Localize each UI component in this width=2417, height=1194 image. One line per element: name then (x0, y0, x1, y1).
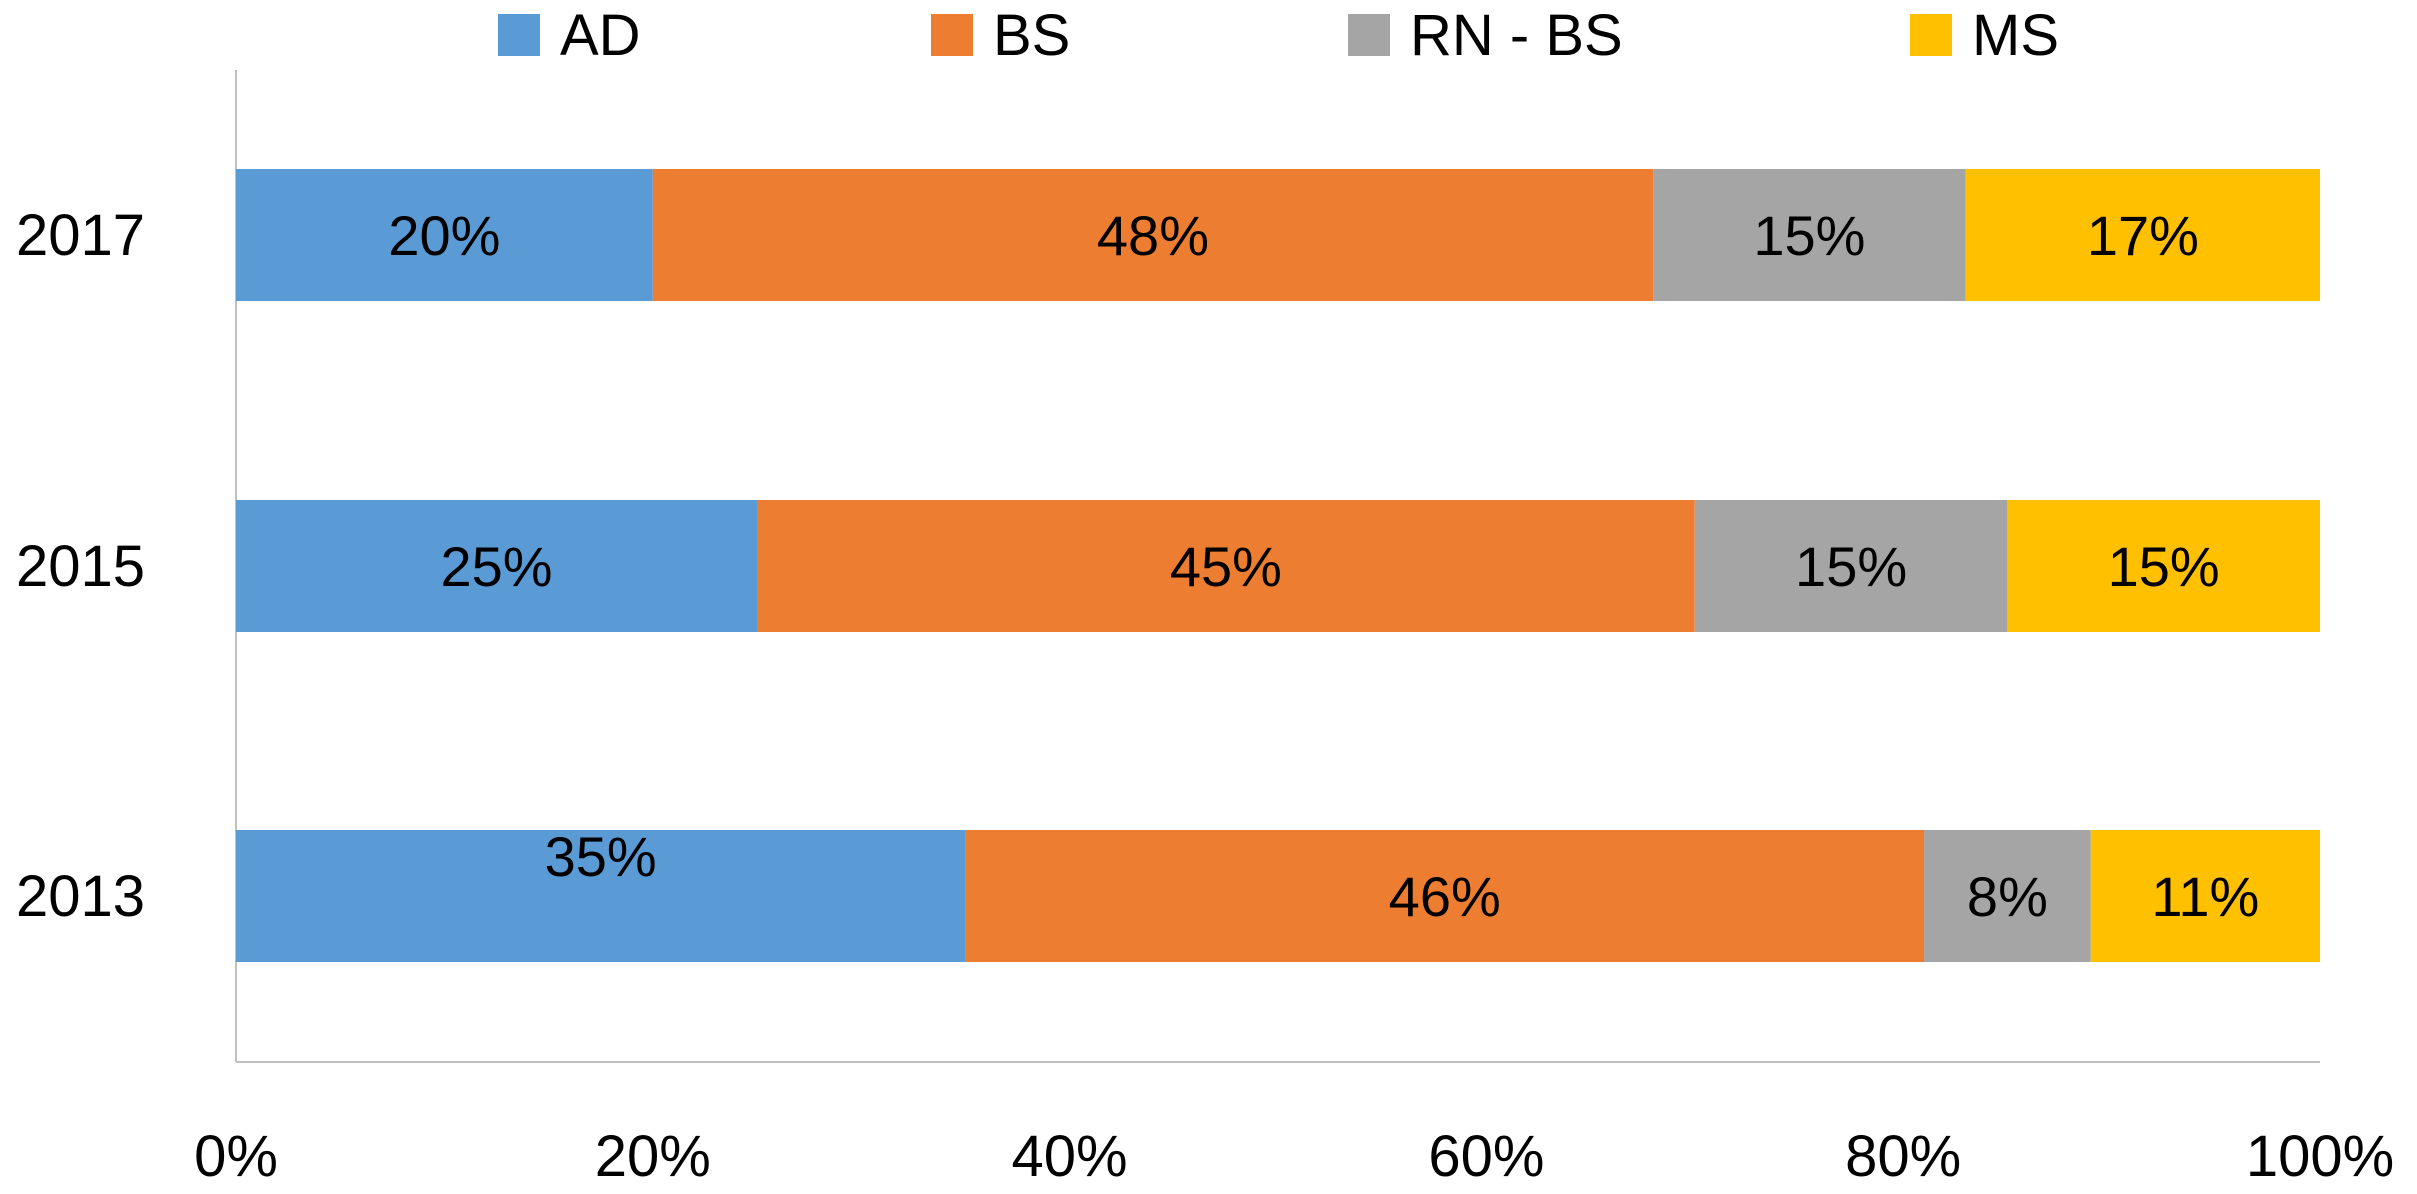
legend-label: MS (1972, 3, 2059, 68)
y-tick-label: 2017 (16, 203, 145, 268)
bar-segment (2090, 830, 2320, 962)
bar-segment (757, 500, 1695, 632)
legend-swatch (931, 14, 973, 56)
data-labels: 35% 46% 8% 11% 25% 45% 15% 15% 20% 48% 15% 17% (388, 204, 2259, 928)
legend-swatch (498, 14, 540, 56)
y-tick-label: 2015 (16, 534, 145, 599)
data-label: 25% (440, 535, 552, 598)
bar-segment (236, 169, 653, 301)
x-tick-label: 20% (595, 1124, 711, 1189)
bars (236, 169, 2320, 962)
bar-segment (965, 830, 1925, 962)
bar-segment (1924, 830, 2091, 962)
data-label: 45% (1170, 535, 1282, 598)
data-label: 15% (2108, 535, 2220, 598)
x-tick-label: 40% (1012, 1124, 1128, 1189)
x-tick-label: 80% (1845, 1124, 1961, 1189)
x-tick-label: 0% (194, 1124, 278, 1189)
data-label: 15% (1753, 204, 1865, 267)
x-tick-label: 100% (2246, 1124, 2394, 1189)
bar-segment (1694, 500, 2008, 632)
data-label: 11% (2151, 865, 2259, 928)
legend-swatch (1910, 14, 1952, 56)
bar-segment (236, 500, 757, 632)
data-label: 15% (1795, 535, 1907, 598)
bar-segment (1653, 169, 1966, 301)
bar-segment (1965, 169, 2320, 301)
y-tick-label: 2013 (16, 864, 145, 929)
bar-segment (236, 830, 966, 962)
data-label: 48% (1097, 204, 1209, 267)
data-label: 17% (2087, 204, 2199, 267)
legend-swatch (1348, 14, 1390, 56)
data-label: 46% (1389, 865, 1501, 928)
axes: 0% 20% 40% 60% 80% 100% 2013 2015 2017 (16, 70, 2394, 1189)
data-label: 8% (1967, 865, 2048, 928)
legend-label: RN - BS (1410, 3, 1623, 68)
legend: AD BS RN - BS MS (498, 3, 2059, 68)
data-label: 20% (388, 204, 500, 267)
legend-label: BS (993, 3, 1070, 68)
bar-segment (2007, 500, 2320, 632)
bar-segment (652, 169, 1654, 301)
data-label: 35% (545, 825, 657, 888)
x-tick-label: 60% (1428, 1124, 1544, 1189)
legend-label: AD (560, 3, 641, 68)
